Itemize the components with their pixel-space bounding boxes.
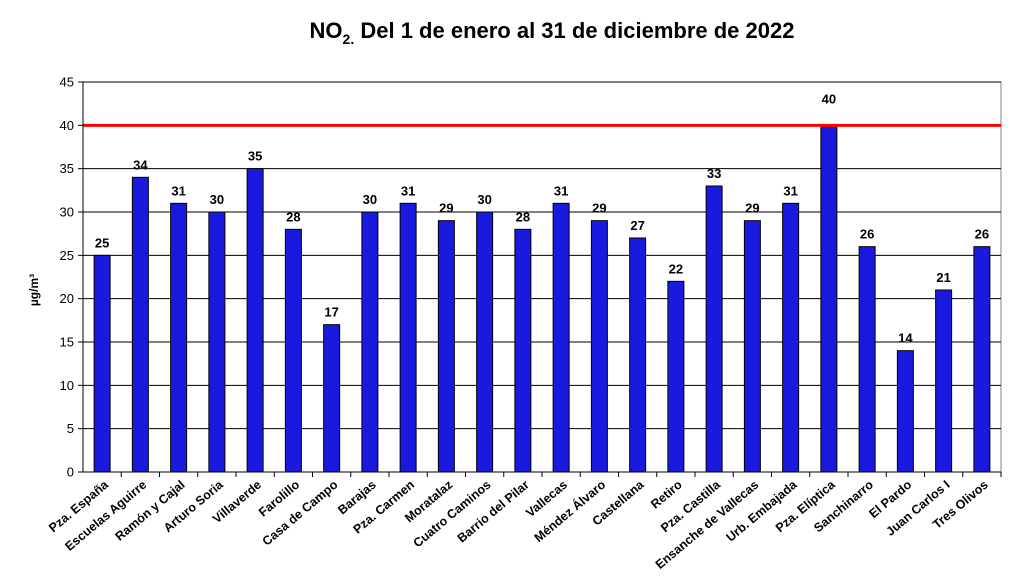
bars xyxy=(93,124,991,473)
bar xyxy=(973,246,991,473)
y-tick-label: 0 xyxy=(67,465,74,480)
bar xyxy=(476,211,494,473)
chart-title-subscript: 2. xyxy=(343,31,355,47)
data-label: 34 xyxy=(133,157,148,172)
data-label: 21 xyxy=(936,270,950,285)
data-label: 40 xyxy=(822,91,836,106)
bar xyxy=(743,220,761,473)
bar xyxy=(284,228,302,473)
bar xyxy=(820,124,838,473)
data-label: 31 xyxy=(401,183,415,198)
data-label: 25 xyxy=(95,235,109,250)
y-tick-label: 5 xyxy=(67,421,74,436)
bar xyxy=(437,220,455,473)
data-label: 28 xyxy=(286,209,300,224)
data-label: 28 xyxy=(516,209,530,224)
bar xyxy=(170,202,188,473)
bar xyxy=(552,202,570,473)
y-tick-label: 45 xyxy=(60,75,74,90)
y-tick-label: 40 xyxy=(60,118,74,133)
chart-title-main: NO xyxy=(310,18,343,43)
data-label: 27 xyxy=(630,218,644,233)
data-label: 29 xyxy=(745,201,759,216)
bar xyxy=(361,211,379,473)
data-label: 31 xyxy=(171,183,185,198)
bar xyxy=(629,237,647,473)
data-label: 35 xyxy=(248,149,262,164)
bar xyxy=(246,168,264,473)
data-label: 30 xyxy=(210,192,224,207)
bar xyxy=(858,246,876,473)
bar xyxy=(896,350,914,473)
data-label: 30 xyxy=(363,192,377,207)
data-label: 29 xyxy=(592,201,606,216)
data-label: 14 xyxy=(898,331,913,346)
data-label: 31 xyxy=(554,183,568,198)
y-tick-label: 20 xyxy=(60,291,74,306)
data-label: 22 xyxy=(669,261,683,276)
y-tick-label: 15 xyxy=(60,335,74,350)
y-tick-label: 30 xyxy=(60,205,74,220)
bar xyxy=(93,254,111,473)
bar xyxy=(705,185,723,473)
bar xyxy=(399,202,417,473)
data-label: 30 xyxy=(477,192,491,207)
y-axis-label: µg/m³ xyxy=(27,274,41,306)
bar xyxy=(935,289,953,473)
data-label: 26 xyxy=(860,227,874,242)
y-tick-label: 25 xyxy=(60,248,74,263)
bar xyxy=(590,220,608,473)
axes xyxy=(78,81,1002,477)
y-tick-label: 10 xyxy=(60,378,74,393)
bar xyxy=(514,228,532,473)
data-label: 29 xyxy=(439,201,453,216)
data-label: 26 xyxy=(975,227,989,242)
chart-title-rest: Del 1 de enero al 31 de diciembre de 202… xyxy=(354,18,794,43)
bar xyxy=(667,280,685,473)
data-label: 31 xyxy=(783,183,797,198)
y-tick-label: 35 xyxy=(60,161,74,176)
bar xyxy=(323,324,341,473)
category-label: Barrio del Pilar xyxy=(455,477,532,545)
chart-title: NO2. Del 1 de enero al 31 de diciembre d… xyxy=(310,18,795,47)
data-label: 33 xyxy=(707,166,721,181)
bar xyxy=(208,211,226,473)
bar xyxy=(131,176,149,473)
bar xyxy=(782,202,800,473)
data-label: 17 xyxy=(324,305,338,320)
